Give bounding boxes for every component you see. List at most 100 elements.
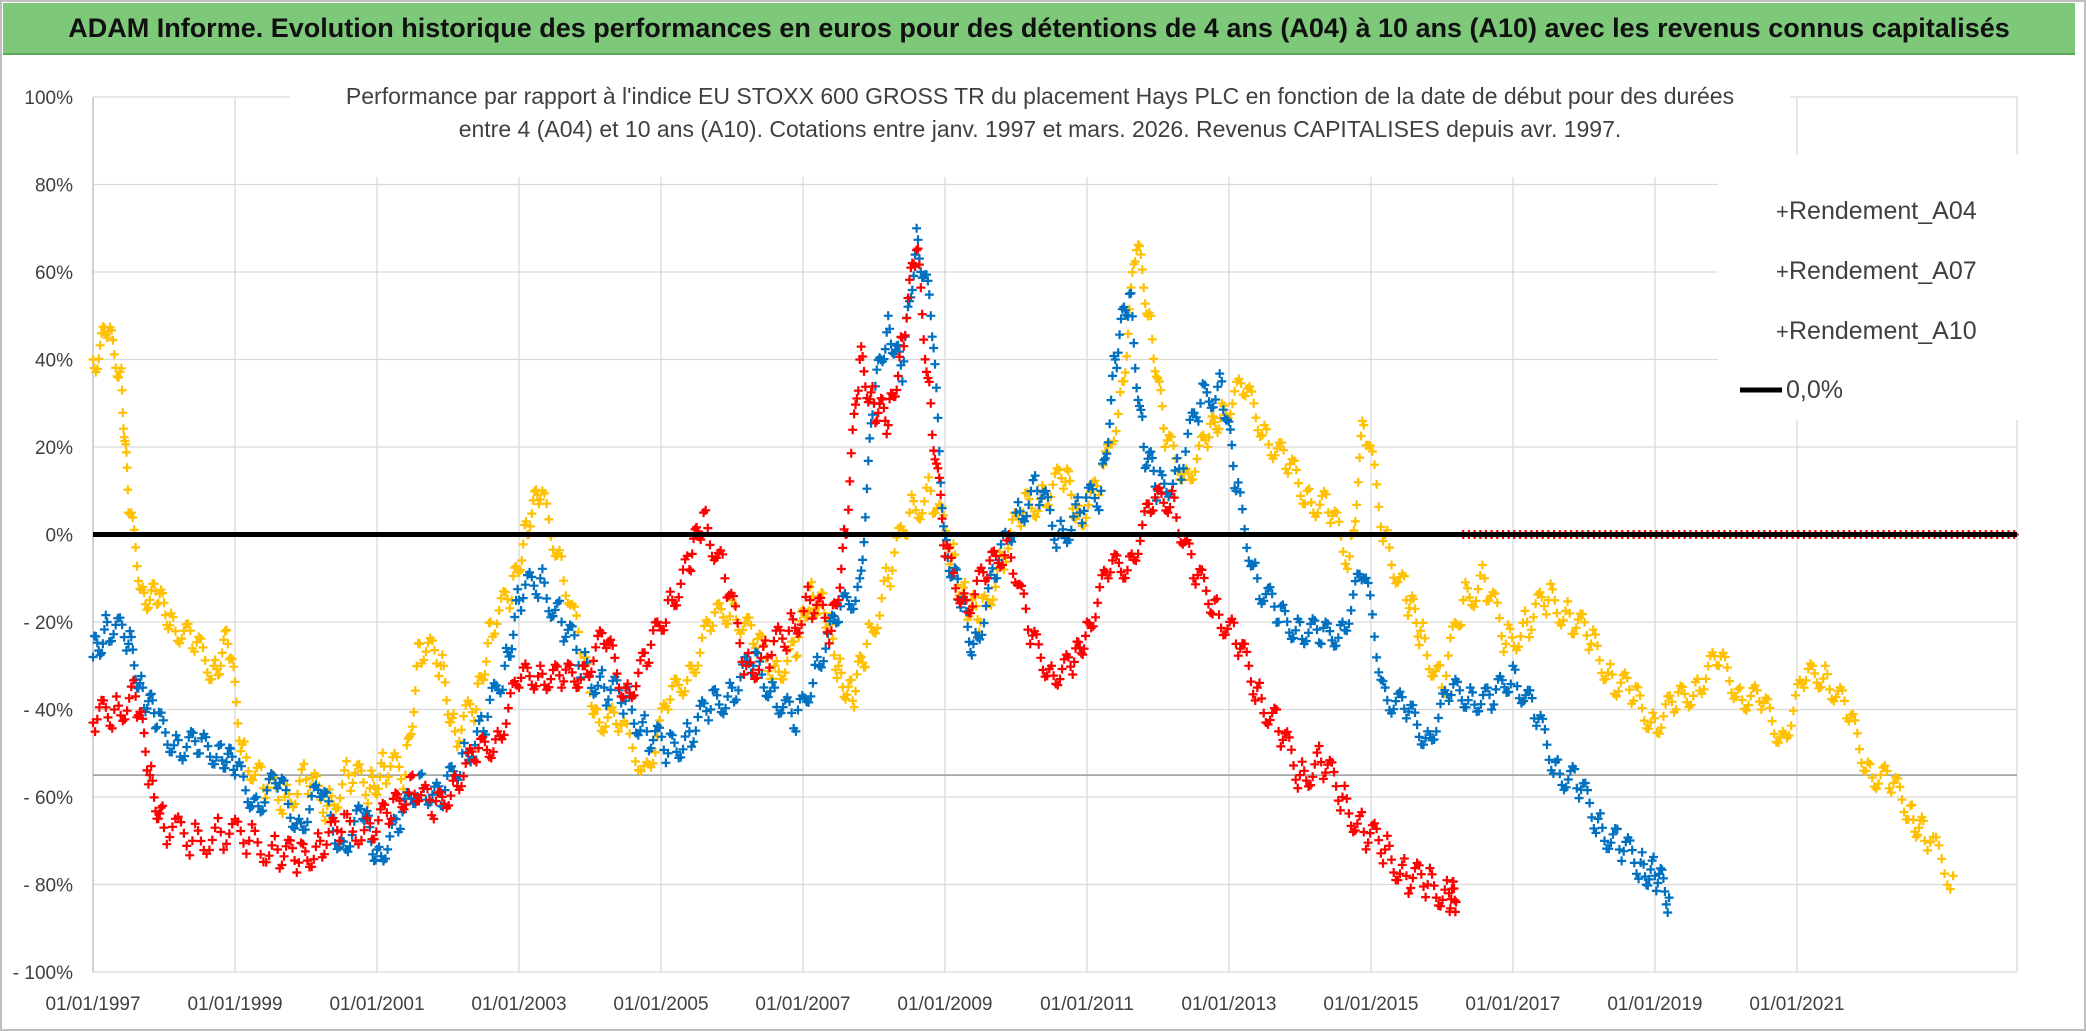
data-point	[212, 752, 221, 762]
data-point	[1370, 460, 1379, 470]
data-point	[950, 563, 960, 573]
data-point	[396, 774, 406, 784]
data-point	[1284, 732, 1294, 742]
data-point	[1359, 420, 1369, 430]
data-point	[132, 561, 142, 571]
data-point	[1357, 807, 1367, 817]
data-point	[1374, 502, 1384, 512]
data-point	[1774, 738, 1783, 748]
data-point	[523, 663, 532, 673]
data-point	[479, 675, 488, 685]
data-point	[674, 592, 684, 602]
data-point	[674, 680, 684, 690]
data-point	[859, 537, 869, 547]
data-point	[1103, 573, 1113, 583]
data-point	[856, 342, 866, 352]
data-point	[961, 595, 971, 605]
data-point	[1850, 715, 1860, 725]
data-point	[1331, 781, 1341, 791]
data-point	[1897, 795, 1907, 805]
data-point	[1338, 547, 1348, 557]
data-point	[410, 789, 420, 799]
data-point	[1540, 724, 1550, 734]
data-point	[572, 611, 581, 621]
data-point	[1073, 637, 1083, 647]
data-point	[525, 671, 535, 681]
data-point	[748, 668, 758, 678]
data-point	[1644, 724, 1653, 734]
data-point	[1152, 372, 1161, 382]
data-point	[876, 393, 886, 403]
data-point	[937, 514, 947, 524]
data-point	[1132, 383, 1142, 393]
data-point	[461, 758, 471, 768]
data-point	[1427, 869, 1437, 879]
data-point	[384, 819, 394, 829]
data-point	[1056, 516, 1066, 526]
data-point	[842, 592, 852, 602]
data-point	[1223, 415, 1232, 425]
data-point	[1852, 728, 1862, 738]
data-point	[447, 713, 457, 723]
data-point	[1218, 405, 1228, 415]
data-point	[1460, 577, 1470, 587]
data-point	[169, 740, 179, 750]
data-point	[917, 309, 927, 319]
data-point	[825, 616, 835, 626]
data-point	[1519, 696, 1529, 706]
data-point	[1081, 631, 1090, 641]
data-point	[1105, 567, 1115, 577]
data-point	[1840, 696, 1849, 706]
data-point	[1597, 823, 1607, 833]
data-point	[1593, 814, 1603, 824]
data-point	[1409, 594, 1418, 604]
data-point	[586, 667, 596, 677]
data-point	[1661, 699, 1671, 709]
data-point	[345, 841, 355, 851]
data-point	[216, 827, 226, 837]
data-point	[1656, 723, 1666, 733]
data-point	[1055, 674, 1065, 684]
data-point	[236, 761, 246, 771]
data-point	[1049, 671, 1059, 681]
data-point	[785, 697, 794, 707]
data-point	[159, 823, 169, 833]
data-point	[1537, 592, 1547, 602]
data-point	[1468, 687, 1477, 697]
data-point	[1497, 675, 1507, 685]
data-point	[124, 639, 133, 649]
data-point	[1376, 522, 1386, 532]
data-point	[1247, 387, 1257, 397]
data-point	[1023, 625, 1033, 635]
data-point	[1048, 480, 1058, 490]
data-point	[295, 776, 305, 786]
data-point	[627, 705, 637, 715]
data-point	[459, 738, 469, 748]
data-point	[1505, 624, 1515, 634]
data-point	[1867, 773, 1877, 783]
data-point	[1078, 650, 1088, 660]
data-point	[665, 587, 675, 597]
data-point	[806, 691, 816, 701]
data-point	[1277, 438, 1286, 448]
data-point	[111, 692, 121, 701]
data-point	[450, 770, 460, 780]
data-point	[279, 851, 289, 861]
data-point	[1291, 775, 1301, 785]
data-point	[203, 741, 213, 751]
data-point	[1075, 508, 1085, 518]
data-point	[1204, 397, 1214, 407]
data-point	[559, 676, 569, 686]
y-tick-label: 40%	[35, 351, 73, 372]
data-point	[241, 753, 251, 762]
data-point	[1521, 690, 1531, 700]
data-point	[412, 661, 422, 671]
data-point	[895, 352, 904, 362]
data-point	[435, 787, 445, 797]
data-point	[160, 610, 170, 620]
data-point	[968, 602, 978, 611]
data-point	[1441, 671, 1451, 681]
data-point	[1170, 466, 1180, 475]
data-point	[226, 653, 236, 663]
data-point	[607, 702, 617, 712]
